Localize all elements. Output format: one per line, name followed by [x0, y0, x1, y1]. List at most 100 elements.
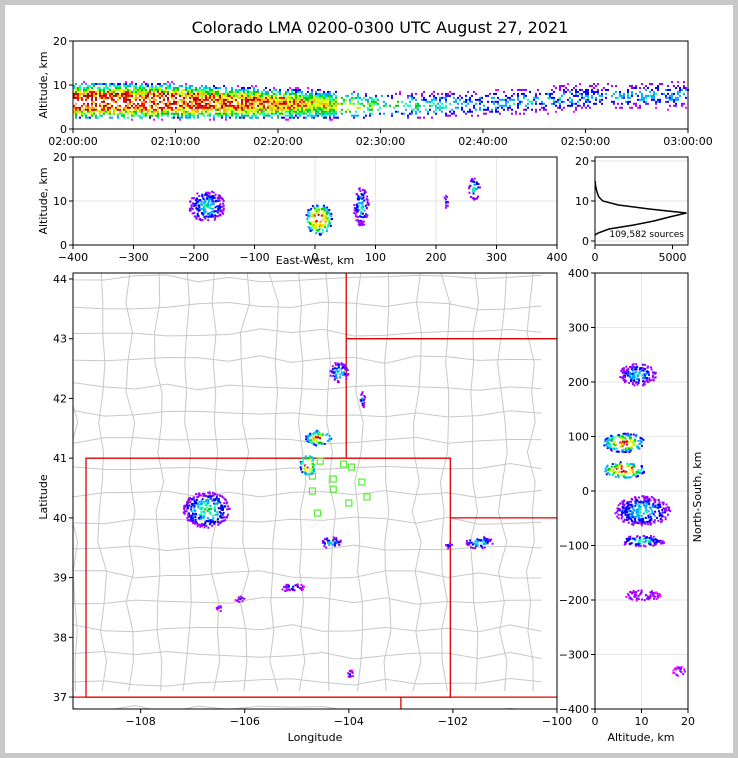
time-height-cell: [167, 110, 169, 113]
time-height-cell: [265, 92, 267, 95]
plan-cell: [227, 505, 230, 508]
time-height-cell: [481, 100, 483, 103]
ns-tick-1-label: −300: [559, 649, 589, 662]
ns-cell: [654, 499, 657, 502]
plan-cell: [317, 433, 320, 436]
time-height-cell: [235, 112, 237, 115]
plan-cell: [307, 436, 310, 439]
time-height-cell: [201, 88, 203, 91]
time-height-cell: [271, 108, 273, 111]
time-height-cell: [321, 104, 323, 107]
time-height-cell: [181, 106, 183, 109]
time-height-cell: [213, 116, 215, 119]
time-height-cell: [209, 96, 211, 99]
time-height-cell: [239, 104, 241, 107]
time-height-cell: [137, 114, 139, 117]
time-height-cell: [137, 100, 139, 103]
ns-cell: [659, 595, 662, 598]
ew-cell: [215, 210, 218, 213]
time-height-cell: [293, 116, 295, 119]
time-height-cell: [329, 102, 331, 105]
plan-cell: [183, 505, 186, 508]
time-height-cell: [157, 86, 159, 89]
time-height-cell: [269, 114, 271, 117]
plan-cell: [308, 455, 311, 458]
time-height-cell: [581, 88, 583, 91]
ns-cell: [626, 476, 629, 479]
time-height-cell: [237, 90, 239, 93]
time-height-cell: [115, 104, 117, 107]
time-height-cell: [307, 106, 309, 109]
time-height-cell: [593, 90, 595, 93]
time-height-cell: [183, 88, 185, 91]
time-height-cell: [631, 92, 633, 95]
time-height-cell: [269, 88, 271, 91]
time-height-cell: [425, 98, 427, 101]
ew-cell: [197, 204, 200, 207]
time-height-cell: [385, 102, 387, 105]
ns-cell: [649, 539, 652, 542]
plan-cell: [217, 605, 220, 608]
time-height-cell: [621, 102, 623, 105]
time-height-cell: [93, 90, 95, 93]
ns-cell: [621, 502, 624, 505]
time-height-cell: [289, 110, 291, 113]
time-height-cell: [253, 92, 255, 95]
ns-cell: [633, 384, 636, 387]
time-height-cell: [323, 90, 325, 93]
time-height-cell: [283, 112, 285, 115]
time-height-cell: [161, 96, 163, 99]
plan-cell: [209, 495, 212, 498]
ns-cell: [658, 505, 661, 508]
plan-cell: [361, 402, 364, 405]
time-height-ylabel: Altitude, km: [37, 51, 50, 118]
time-height-cell: [627, 92, 629, 95]
ew-cell: [218, 196, 221, 199]
time-height-cell: [223, 92, 225, 95]
time-height-cell: [307, 98, 309, 101]
time-height-cell: [103, 100, 105, 103]
time-height-cell: [127, 92, 129, 95]
time-height-cell: [229, 100, 231, 103]
time-height-cell: [99, 98, 101, 101]
time-height-cell: [95, 104, 97, 107]
time-height-cell: [247, 88, 249, 91]
time-height-cell: [247, 100, 249, 103]
time-height-cell: [203, 94, 205, 97]
time-height-cell: [121, 102, 123, 105]
time-height-cell: [197, 98, 199, 101]
ns-cell: [617, 517, 620, 520]
time-height-cell: [273, 96, 275, 99]
time-height-cell: [135, 98, 137, 101]
time-height-cell: [197, 100, 199, 103]
time-height-cell: [541, 106, 543, 109]
time-height-cell: [471, 100, 473, 103]
plan-cell: [222, 511, 225, 514]
plan-cell: [198, 494, 201, 497]
time-height-cell: [271, 104, 273, 107]
time-height-cell: [329, 100, 331, 103]
time-height-cell: [251, 108, 253, 111]
time-height-cell: [175, 104, 177, 107]
plan-cell: [192, 496, 195, 499]
time-height-cell: [81, 100, 83, 103]
lat-tick-5-label: 42: [53, 392, 67, 405]
time-height-cell: [187, 98, 189, 101]
time-height-cell: [599, 94, 601, 97]
time-height-cell: [215, 102, 217, 105]
time-height-cell: [171, 98, 173, 101]
ns-cell: [640, 441, 643, 444]
time-height-cell: [191, 92, 193, 95]
plan-cell: [309, 469, 312, 472]
time-height-cell: [103, 96, 105, 99]
time-height-cell: [163, 112, 165, 115]
ns-cell: [628, 381, 631, 384]
time-height-cell: [75, 88, 77, 91]
ns-cell: [637, 468, 640, 471]
ew-cell: [203, 206, 206, 209]
ns-cell: [668, 507, 671, 510]
time-height-cell: [579, 104, 581, 107]
time-height-cell: [113, 110, 115, 113]
time-height-cell: [143, 114, 145, 117]
ns-cell: [640, 589, 643, 592]
